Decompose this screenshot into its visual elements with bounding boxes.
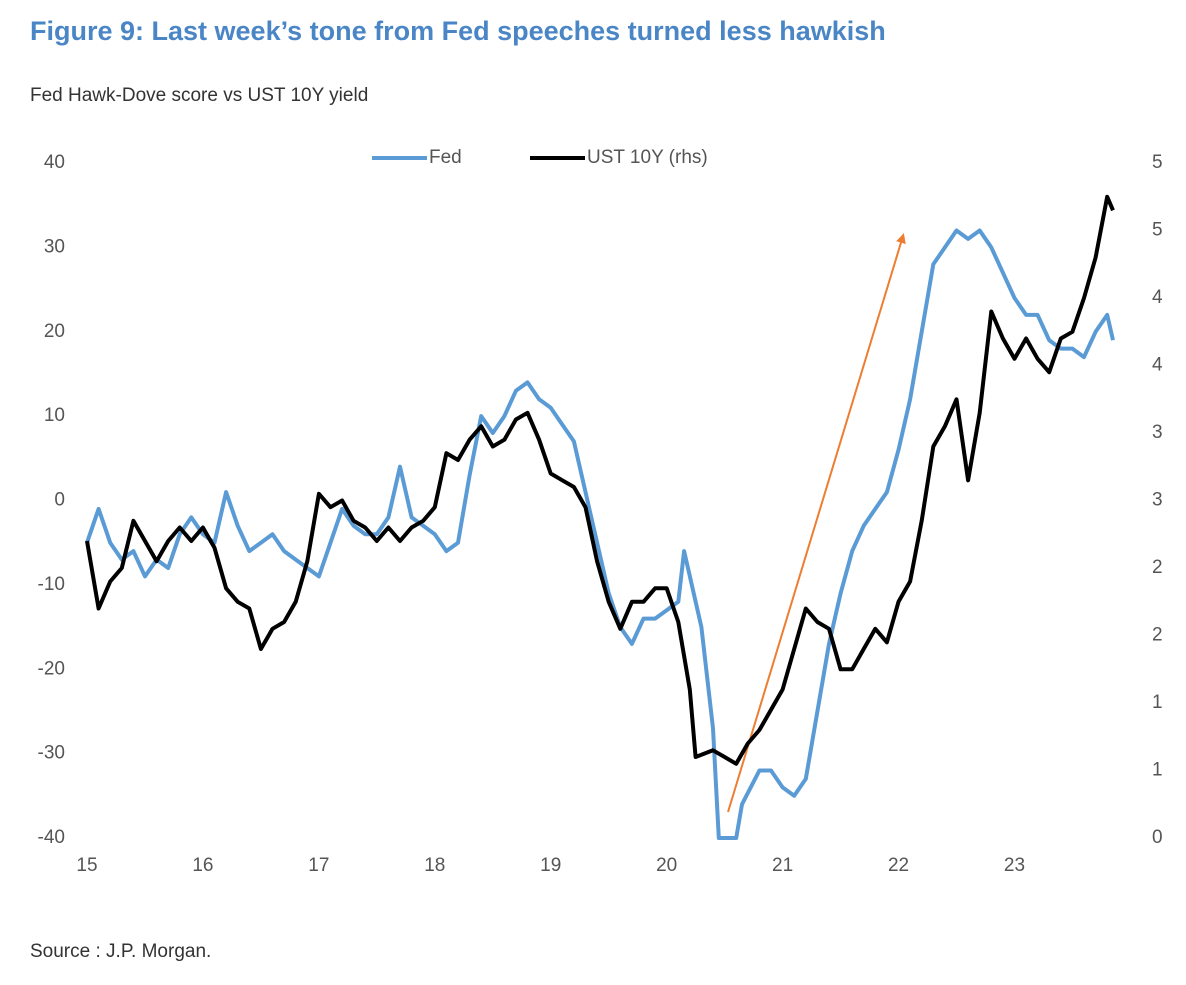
chart-title: Figure 9: Last week’s tone from Fed spee…	[30, 16, 886, 46]
x-tick-label: 18	[424, 855, 445, 876]
y2-tick-label: 3	[1152, 422, 1163, 443]
y2-tick-label: 0	[1152, 827, 1163, 848]
annotation-arrow	[727, 233, 906, 813]
y-tick-label: -40	[38, 827, 65, 848]
y-tick-label: -30	[38, 743, 65, 764]
y2-tick-label: 5	[1152, 152, 1163, 173]
series-line	[85, 228, 1115, 840]
series-line	[85, 194, 1115, 766]
y2-tick-label: 2	[1152, 557, 1163, 578]
chart-subtitle: Fed Hawk-Dove score vs UST 10Y yield	[30, 85, 368, 106]
x-tick-label: 17	[308, 855, 329, 876]
y-tick-label: -20	[38, 658, 65, 679]
y-tick-label: 20	[44, 321, 65, 342]
y-tick-label: 30	[44, 236, 65, 257]
y2-tick-label: 4	[1152, 355, 1163, 376]
legend-label: UST 10Y (rhs)	[587, 147, 708, 168]
y2-tick-label: 3	[1152, 490, 1163, 511]
x-tick-label: 23	[1004, 855, 1025, 876]
y2-tick-label: 2	[1152, 625, 1163, 646]
y-tick-label: -10	[38, 574, 65, 595]
y2-tick-label: 4	[1152, 287, 1163, 308]
y2-tick-label: 1	[1152, 760, 1163, 781]
legend-label: Fed	[429, 147, 462, 168]
x-tick-label: 22	[888, 855, 909, 876]
y-tick-label: 0	[54, 490, 65, 511]
y2-tick-label: 1	[1152, 692, 1163, 713]
y-tick-label: 10	[44, 405, 65, 426]
y-tick-label: 40	[44, 152, 65, 173]
x-tick-label: 21	[772, 855, 793, 876]
x-tick-label: 16	[192, 855, 213, 876]
x-tick-label: 15	[76, 855, 97, 876]
x-tick-label: 20	[656, 855, 677, 876]
source: Source : J.P. Morgan.	[30, 941, 211, 962]
x-tick-label: 19	[540, 855, 561, 876]
y2-tick-label: 5	[1152, 220, 1163, 241]
